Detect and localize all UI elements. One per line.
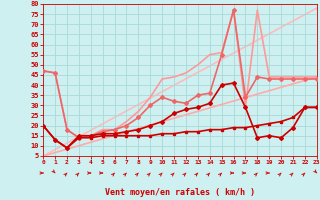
Text: Vent moyen/en rafales ( km/h ): Vent moyen/en rafales ( km/h ) xyxy=(105,188,255,197)
